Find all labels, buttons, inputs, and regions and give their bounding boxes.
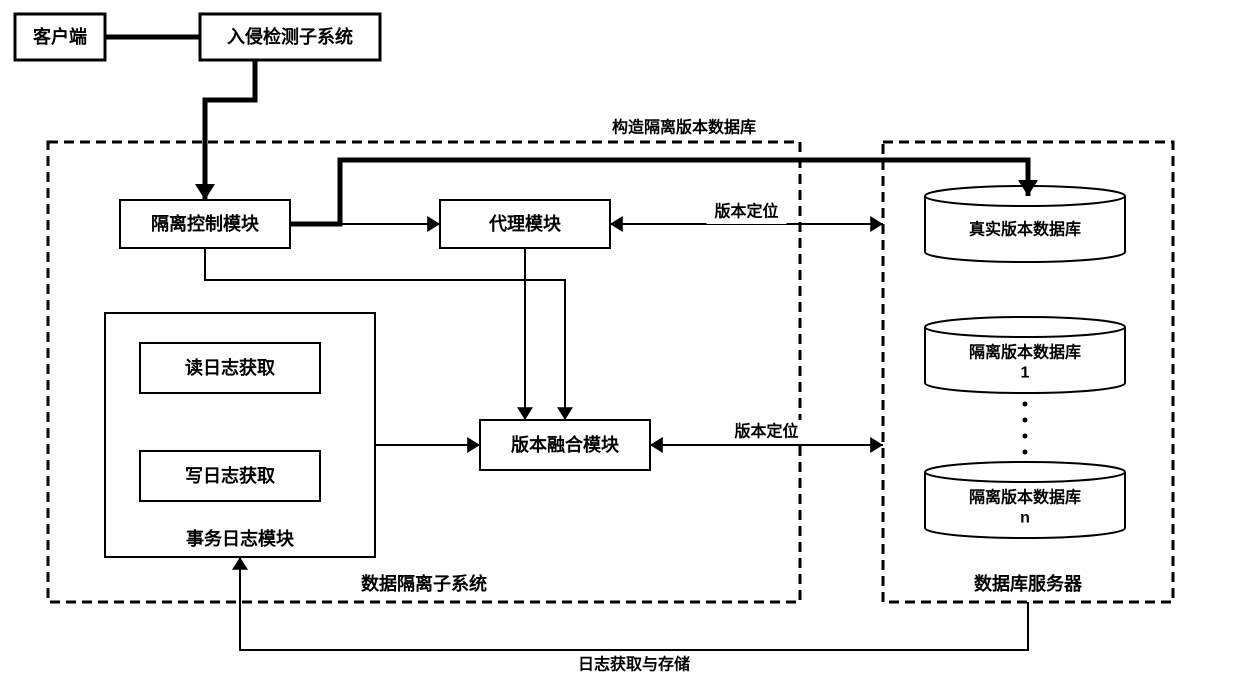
edge-e_construct: 构造隔离版本数据库 <box>290 116 1028 224</box>
svg-text:读日志获取: 读日志获取 <box>185 357 276 378</box>
svg-text:1: 1 <box>1021 365 1030 382</box>
node-ids: 入侵检测子系统 <box>200 14 380 60</box>
edge-e_ids_down <box>205 60 255 200</box>
svg-text:构造隔离版本数据库: 构造隔离版本数据库 <box>612 118 756 137</box>
svg-text:写日志获取: 写日志获取 <box>185 465 276 486</box>
edge-e_proxy_right: 版本定位 <box>610 200 883 224</box>
svg-text:代理模块: 代理模块 <box>488 213 562 234</box>
svg-text:n: n <box>1020 510 1030 527</box>
db-iso_db1: 隔离版本数据库 1 <box>925 317 1125 393</box>
svg-text:事务日志模块: 事务日志模块 <box>186 528 295 549</box>
node-write_log: 写日志获取 <box>140 451 320 501</box>
diagram-canvas: 数据隔离子系统 数据库服务器 客户端 入侵检测子系统隔离控制模块 代理模块事务日志模块读… <box>0 0 1240 698</box>
svg-text:隔离版本数据库: 隔离版本数据库 <box>969 488 1081 507</box>
edge-e_merge_right: 版本定位 <box>650 420 883 445</box>
svg-text:版本融合模块: 版本融合模块 <box>511 434 620 455</box>
svg-text:版本定位: 版本定位 <box>733 422 798 441</box>
node-client: 客户端 <box>15 14 105 60</box>
svg-text:版本定位: 版本定位 <box>713 202 778 221</box>
ellipsis-icon <box>1023 402 1028 455</box>
edge-e_logfetch: 日志获取与存储 <box>240 557 1028 677</box>
node-read_log: 读日志获取 <box>140 343 320 393</box>
node-merge: 版本融合模块 <box>480 420 650 470</box>
svg-text:客户端: 客户端 <box>33 26 87 47</box>
svg-text:日志获取与存储: 日志获取与存储 <box>578 655 690 674</box>
svg-text:隔离控制模块: 隔离控制模块 <box>151 213 260 234</box>
node-iso_ctrl: 隔离控制模块 <box>120 200 290 248</box>
node-proxy: 代理模块 <box>440 200 610 248</box>
svg-text:入侵检测子系统: 入侵检测子系统 <box>227 26 353 47</box>
db-iso_dbn: 隔离版本数据库 n <box>925 462 1125 538</box>
db-real_db: 真实版本数据库 <box>925 186 1125 262</box>
svg-text:隔离版本数据库: 隔离版本数据库 <box>969 343 1081 362</box>
svg-text:数据库服务器: 数据库服务器 <box>974 573 1083 594</box>
svg-text:真实版本数据库: 真实版本数据库 <box>969 220 1081 239</box>
svg-text:数据隔离子系统: 数据隔离子系统 <box>361 573 487 594</box>
